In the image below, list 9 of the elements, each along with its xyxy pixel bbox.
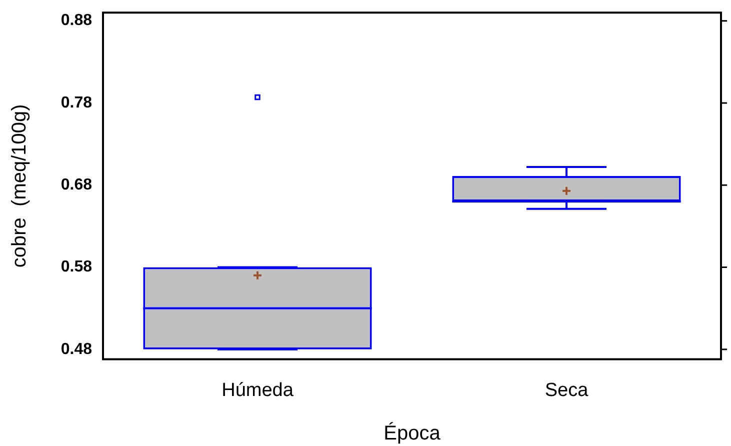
y-axis-title: cobre (meq/100g) (8, 104, 31, 268)
y-tick-label: 0.78 (60, 94, 92, 112)
x-tick-label: Seca (544, 380, 589, 401)
y-tick-label: 0.68 (60, 176, 92, 194)
y-tick-label: 0.88 (60, 12, 92, 30)
x-axis-title: Época (384, 422, 442, 445)
y-tick-label: 0.58 (60, 258, 92, 276)
x-tick-label: Húmeda (222, 380, 294, 401)
y-tick-label: 0.48 (60, 340, 92, 358)
